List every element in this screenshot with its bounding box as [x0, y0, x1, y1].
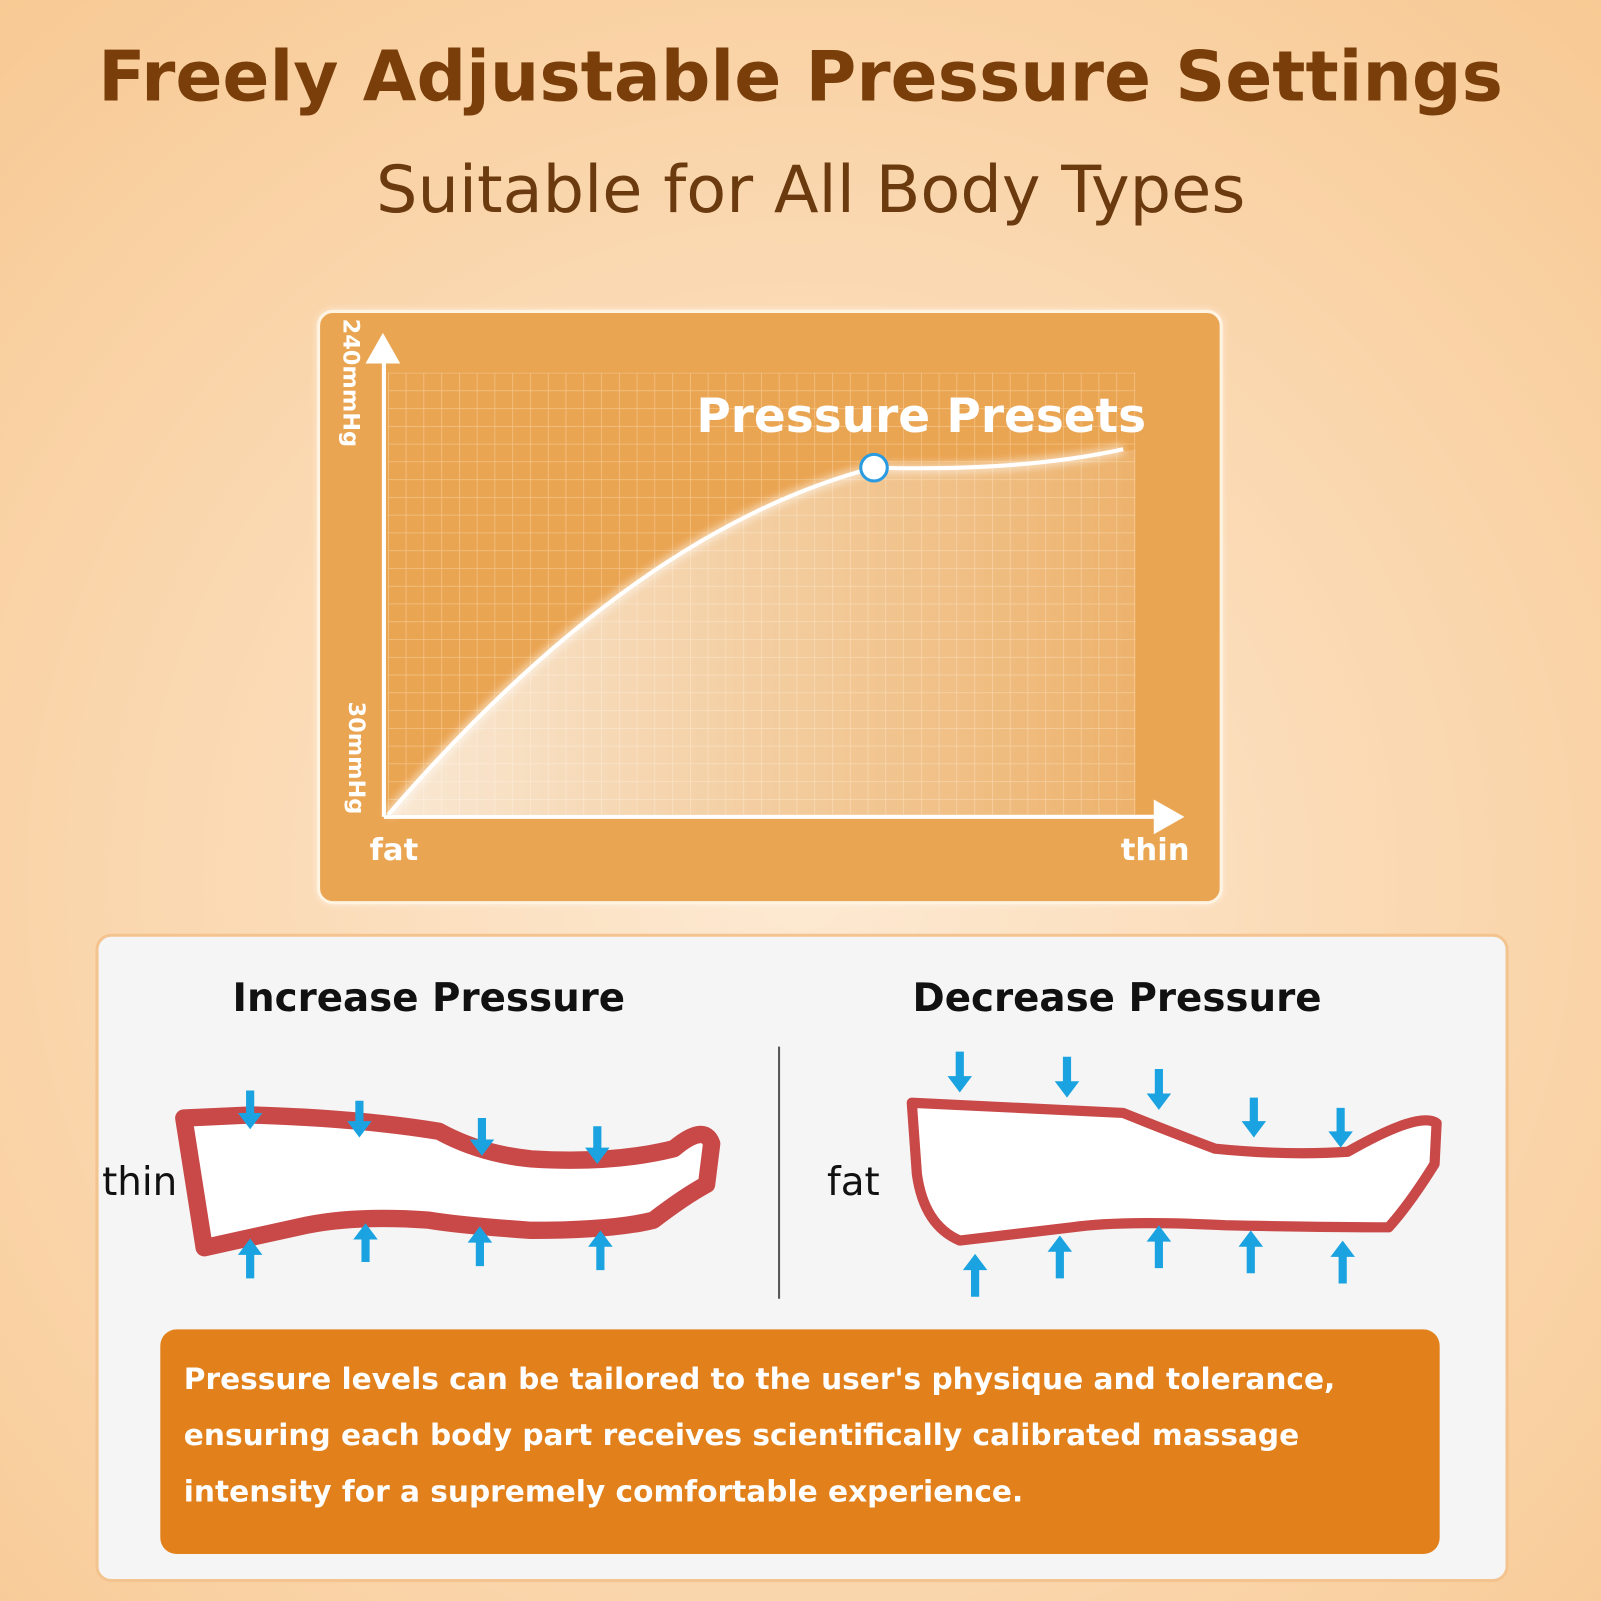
- pressure-arrow: [467, 1226, 493, 1267]
- pressure-arrow: [237, 1238, 263, 1279]
- pressure-arrow: [1241, 1097, 1267, 1138]
- pressure-arrow: [1238, 1230, 1264, 1274]
- pressure-arrow: [588, 1230, 613, 1271]
- x-right-label: thin: [1121, 833, 1190, 868]
- pressure-arrow: [585, 1126, 610, 1164]
- subtitle: Suitable for All Body Types: [376, 152, 1245, 228]
- description-line: ensuring each body part receives scienti…: [184, 1418, 1299, 1452]
- pressure-arrow: [353, 1223, 378, 1263]
- annotation: Pressure Presets: [696, 389, 1146, 444]
- pressure-arrow: [1328, 1107, 1353, 1148]
- y-bottom-label: 30mmHg: [343, 701, 369, 814]
- pressure-arrow: [237, 1090, 263, 1130]
- pressure-arrow: [1047, 1235, 1073, 1279]
- pressure-arrow: [1330, 1240, 1355, 1284]
- curve-area: [387, 449, 1136, 815]
- preset-point: [859, 452, 889, 483]
- pressure-arrow: [1054, 1056, 1080, 1098]
- curve: [386, 447, 1124, 817]
- leg-fat: [906, 1097, 1442, 1246]
- pressure-arrow: [347, 1100, 372, 1138]
- y-top-label: 240mmHg: [338, 319, 364, 448]
- x-left-label: fat: [370, 833, 419, 868]
- axes: [381, 352, 1159, 819]
- leg-label: thin: [102, 1160, 177, 1205]
- leg-thin: [175, 1106, 721, 1257]
- pressure-arrow: [1146, 1225, 1172, 1269]
- description-line: Pressure levels can be tailored to the u…: [184, 1362, 1336, 1396]
- pressure-arrow: [962, 1253, 988, 1297]
- description-line: intensity for a supremely comfortable ex…: [184, 1474, 1023, 1508]
- description-box: [160, 1329, 1440, 1555]
- pressure-arrow: [1146, 1069, 1172, 1110]
- title: Freely Adjustable Pressure Settings: [98, 38, 1503, 118]
- leg-label: fat: [827, 1160, 880, 1205]
- panel-title: Increase Pressure: [233, 976, 626, 1021]
- panel-title: Decrease Pressure: [913, 976, 1322, 1021]
- pressure-arrow: [469, 1118, 495, 1156]
- pressure-arrow: [947, 1051, 973, 1093]
